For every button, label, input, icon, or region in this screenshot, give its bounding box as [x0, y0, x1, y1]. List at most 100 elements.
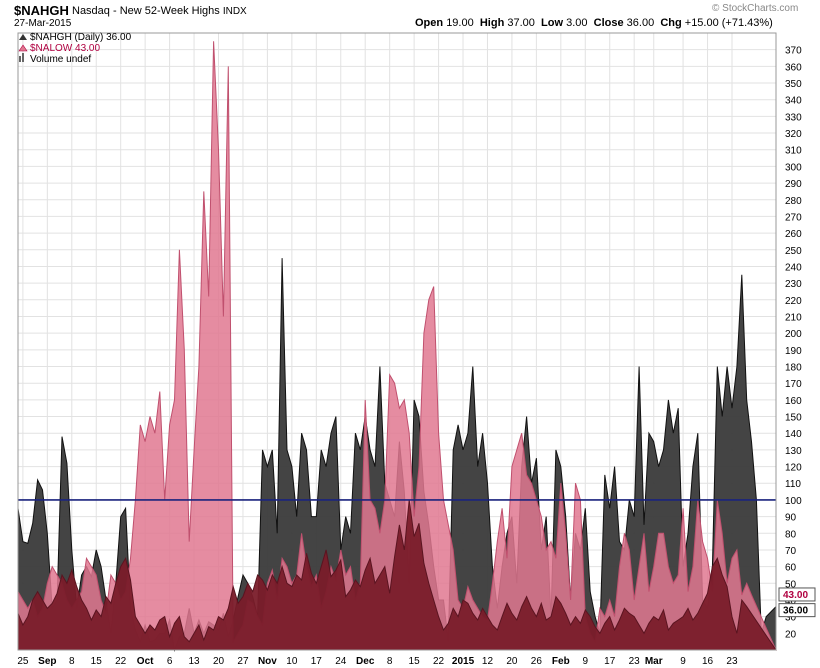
brand-watermark: © StockCharts.com — [712, 3, 799, 14]
exchange-label: INDX — [222, 6, 247, 17]
close-value: 36.00 — [626, 17, 655, 29]
x-tick-label: Oct — [137, 656, 154, 667]
y-tick-label: 330 — [785, 112, 802, 123]
x-tick-label: 17 — [604, 656, 616, 667]
chg-value: +15.00 (+71.43%) — [684, 17, 773, 29]
x-tick-label: 23 — [726, 656, 738, 667]
legend-swatch-nahgh — [19, 34, 27, 40]
high-label: High — [479, 17, 505, 29]
x-tick-label: 26 — [531, 656, 543, 667]
low-value: 3.00 — [566, 17, 588, 29]
y-tick-label: 340 — [785, 96, 802, 107]
area-volume — [17, 499, 777, 651]
y-tick-label: 320 — [785, 129, 802, 140]
chart-name: Nasdaq - New 52-Week Highs INDX — [72, 5, 247, 17]
x-tick-label: 15 — [409, 656, 421, 667]
x-tick-label: 9 — [582, 656, 588, 667]
legend-swatch-nalow — [18, 44, 28, 52]
x-tick-label: Dec — [356, 656, 375, 667]
x-tick-label: 17 — [311, 656, 323, 667]
x-tick-label: 12 — [482, 656, 494, 667]
y-tick-label: 80 — [785, 529, 797, 540]
y-tick-label: 280 — [785, 196, 802, 207]
x-tick-label: 24 — [335, 656, 347, 667]
y-tick-label: 140 — [785, 429, 802, 440]
legend: $NAHGH (Daily) 36.00 $NALOW 43.00 Volume… — [18, 32, 132, 65]
last-value-text-nahgh: 43.00 — [783, 590, 808, 601]
x-tick-label: 20 — [506, 656, 518, 667]
y-tick-label: 110 — [785, 479, 801, 490]
y-tick-label: 250 — [785, 246, 802, 257]
y-tick-label: 20 — [785, 629, 797, 640]
x-tick-label: 10 — [286, 656, 298, 667]
y-tick-label: 70 — [785, 546, 797, 557]
x-tick-label: 13 — [188, 656, 200, 667]
legend-volume: Volume undef — [30, 54, 91, 65]
x-tick-label: Mar — [645, 656, 663, 667]
ohlc-readout: Open 19.00 High 37.00 Low 3.00 Close 36.… — [415, 17, 773, 29]
x-tick-label: 6 — [167, 656, 173, 667]
x-tick-label: 27 — [237, 656, 249, 667]
y-tick-label: 40 — [785, 596, 797, 607]
last-value-badges: 43.00 36.00 — [778, 587, 816, 618]
close-label: Close — [593, 17, 624, 29]
legend-nalow: $NALOW 43.00 — [30, 43, 100, 54]
y-tick-label: 30 — [785, 613, 797, 624]
series-areas — [17, 41, 777, 652]
last-value-badge-nalow — [778, 603, 816, 618]
y-tick-label: 370 — [785, 46, 802, 57]
x-tick-label: 8 — [69, 656, 75, 667]
last-value-text-nalow: 36.00 — [783, 606, 808, 617]
x-tick-label: 25 — [17, 656, 29, 667]
plot-frame — [17, 32, 777, 651]
y-tick-label: 290 — [785, 179, 802, 190]
y-tick-label: 160 — [785, 396, 802, 407]
high-value: 37.00 — [507, 17, 535, 29]
open-label: Open — [415, 17, 444, 29]
y-tick-label: 350 — [785, 79, 802, 90]
y-tick-label: 190 — [785, 346, 802, 357]
legend-swatch-volume-2 — [22, 53, 24, 62]
chart-symbol: $NAHGH — [14, 3, 69, 18]
x-tick-label: 22 — [433, 656, 445, 667]
x-tick-label: 16 — [702, 656, 714, 667]
x-axis: 25 Sep 8 15 22 Oct 6 13 20 27 Nov 10 17 24 Dec 8 15 22 201… — [17, 656, 738, 667]
chart-date: 27-Mar-2015 — [14, 18, 72, 29]
x-tick-label: Nov — [258, 656, 277, 667]
x-tick-label: Feb — [552, 656, 570, 667]
last-value-badge-nahgh — [778, 587, 816, 602]
area-nalow — [17, 41, 777, 651]
x-tick-label: 20 — [213, 656, 225, 667]
y-tick-label: 90 — [785, 513, 797, 524]
y-tick-label: 60 — [785, 563, 797, 574]
chart-name-text: Nasdaq - New 52-Week Highs — [72, 5, 220, 17]
y-tick-label: 170 — [785, 379, 802, 390]
x-tick-label: 23 — [629, 656, 641, 667]
x-tick-label: 9 — [680, 656, 686, 667]
y-tick-label: 150 — [785, 413, 802, 424]
y-tick-label: 130 — [785, 446, 802, 457]
y-tick-label: 360 — [785, 62, 802, 73]
x-tick-label: 2015 — [452, 656, 475, 667]
y-tick-label: 310 — [785, 146, 802, 157]
legend-nahgh: $NAHGH (Daily) 36.00 — [30, 32, 132, 43]
y-tick-label: 260 — [785, 229, 802, 240]
y-tick-label: 300 — [785, 162, 802, 173]
x-tick-label: Sep — [38, 656, 56, 667]
legend-swatch-volume — [19, 56, 21, 62]
low-label: Low — [541, 17, 564, 29]
y-tick-label: 210 — [785, 312, 802, 323]
y-tick-label: 230 — [785, 279, 802, 290]
x-tick-label: 22 — [115, 656, 127, 667]
chg-label: Chg — [660, 17, 682, 29]
y-tick-label: 120 — [785, 463, 802, 474]
y-tick-label: 220 — [785, 296, 802, 307]
y-axis: 20 30 40 50 60 70 80 90 100 110 120 130 140 150 160 170… — [785, 46, 802, 641]
y-tick-label: 50 — [785, 579, 797, 590]
open-value: 19.00 — [446, 17, 474, 29]
y-tick-label: 240 — [785, 262, 802, 273]
y-tick-label: 180 — [785, 363, 802, 374]
x-tick-label: 8 — [387, 656, 393, 667]
y-tick-label: 200 — [785, 329, 802, 340]
